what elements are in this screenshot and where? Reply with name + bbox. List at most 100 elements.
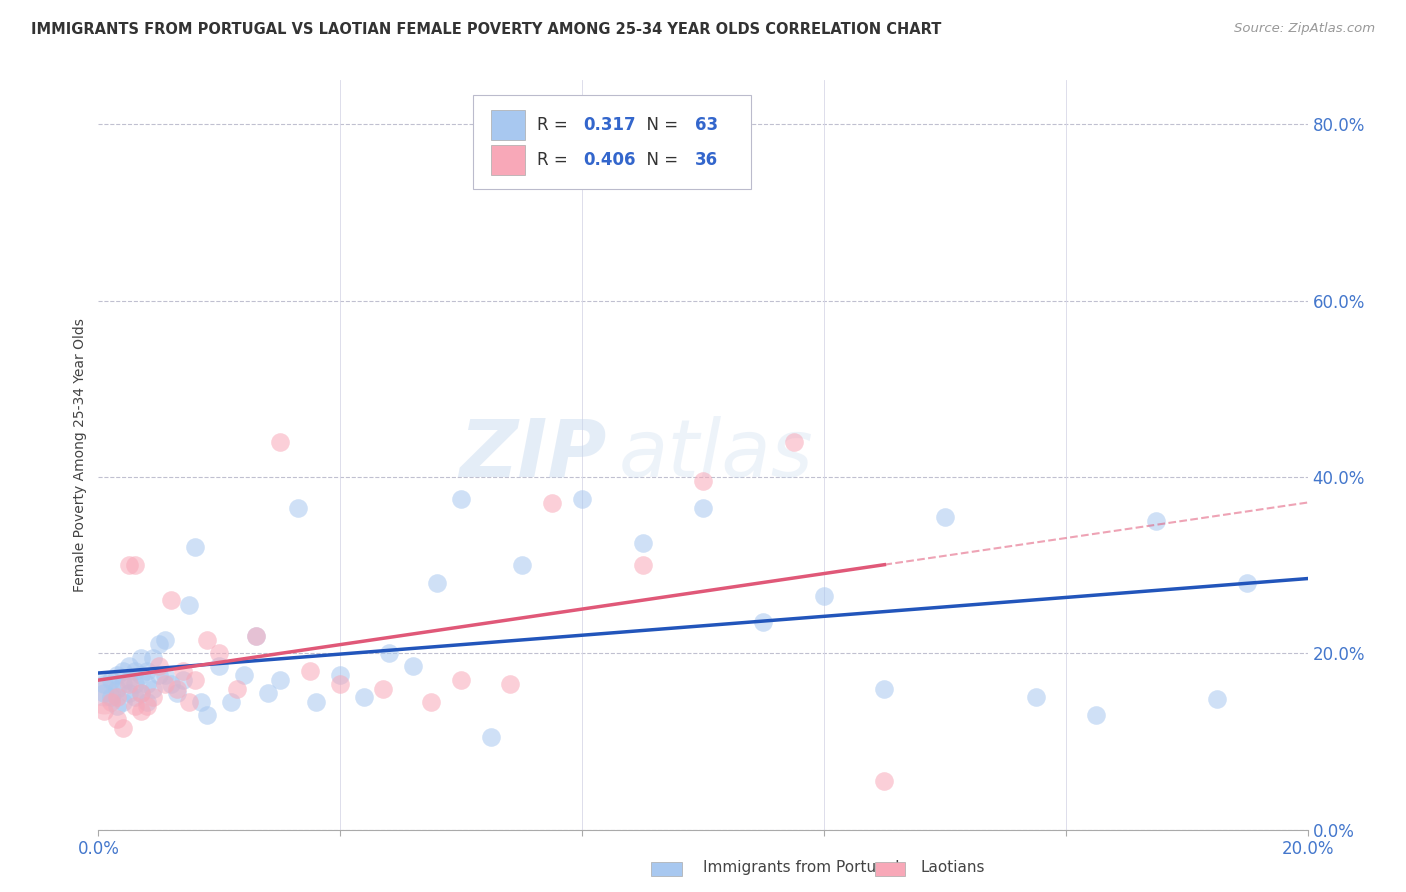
Point xyxy=(873,774,896,789)
Point xyxy=(93,704,115,718)
Point xyxy=(111,677,134,691)
Text: R =: R = xyxy=(537,152,574,169)
Point xyxy=(1236,575,1258,590)
Point xyxy=(179,598,201,612)
Point xyxy=(135,699,157,714)
FancyBboxPatch shape xyxy=(492,111,526,140)
Text: IMMIGRANTS FROM PORTUGAL VS LAOTIAN FEMALE POVERTY AMONG 25-34 YEAR OLDS CORRELA: IMMIGRANTS FROM PORTUGAL VS LAOTIAN FEMA… xyxy=(31,22,941,37)
Point xyxy=(450,673,472,687)
Point xyxy=(135,677,157,691)
Text: 0.406: 0.406 xyxy=(583,152,636,169)
Text: Laotians: Laotians xyxy=(921,860,986,874)
Point xyxy=(124,664,146,678)
Point xyxy=(287,500,309,515)
Point xyxy=(153,677,176,691)
Point xyxy=(129,650,152,665)
Point xyxy=(100,690,122,705)
Point xyxy=(124,690,146,705)
Y-axis label: Female Poverty Among 25-34 Year Olds: Female Poverty Among 25-34 Year Olds xyxy=(73,318,87,592)
Point xyxy=(129,704,152,718)
Point xyxy=(111,664,134,678)
Point xyxy=(172,664,194,678)
Point xyxy=(148,637,170,651)
Point xyxy=(166,686,188,700)
Point xyxy=(135,695,157,709)
Point xyxy=(142,681,165,696)
Text: 36: 36 xyxy=(695,152,717,169)
Point xyxy=(105,712,128,726)
Point xyxy=(118,686,141,700)
Point xyxy=(129,686,152,700)
Point xyxy=(481,730,503,744)
Point xyxy=(402,659,425,673)
Point xyxy=(450,491,472,506)
Point xyxy=(118,677,141,691)
Point xyxy=(160,677,183,691)
Point xyxy=(111,695,134,709)
Text: Immigrants from Portugal: Immigrants from Portugal xyxy=(703,860,900,874)
Point xyxy=(184,673,207,687)
Point xyxy=(299,664,322,678)
Point xyxy=(124,677,146,691)
Point xyxy=(105,690,128,705)
Point xyxy=(179,695,201,709)
Point xyxy=(934,509,956,524)
Point xyxy=(1206,692,1229,706)
Point xyxy=(100,695,122,709)
Point xyxy=(1085,708,1108,723)
Point xyxy=(221,695,243,709)
Point xyxy=(100,673,122,687)
Text: atlas: atlas xyxy=(619,416,813,494)
Point xyxy=(93,677,115,691)
Point xyxy=(692,475,714,489)
Point xyxy=(184,541,207,555)
Point xyxy=(269,434,291,449)
Point xyxy=(329,677,352,691)
Point xyxy=(1024,690,1046,705)
Point xyxy=(510,558,533,573)
Point xyxy=(377,646,399,660)
Point xyxy=(329,668,352,682)
Point xyxy=(129,668,152,682)
Point xyxy=(813,589,835,603)
Point xyxy=(142,690,165,705)
Point xyxy=(142,650,165,665)
Point xyxy=(540,496,562,510)
Point xyxy=(498,677,520,691)
Point xyxy=(93,686,115,700)
Point xyxy=(148,659,170,673)
Text: N =: N = xyxy=(637,152,683,169)
Point xyxy=(571,491,593,506)
Point xyxy=(118,558,141,573)
Point xyxy=(420,695,443,709)
FancyBboxPatch shape xyxy=(492,145,526,176)
Point xyxy=(111,721,134,735)
Point xyxy=(226,681,249,696)
Point xyxy=(135,664,157,678)
Text: N =: N = xyxy=(637,116,683,134)
Text: ZIP: ZIP xyxy=(458,416,606,494)
Point xyxy=(692,500,714,515)
Point xyxy=(153,633,176,648)
Point xyxy=(190,695,212,709)
Point xyxy=(245,629,267,643)
Point xyxy=(232,668,254,682)
Text: Source: ZipAtlas.com: Source: ZipAtlas.com xyxy=(1234,22,1375,36)
Point xyxy=(93,681,115,696)
Point xyxy=(148,668,170,682)
Point xyxy=(172,673,194,687)
Point xyxy=(208,659,231,673)
Point xyxy=(124,699,146,714)
Point xyxy=(195,633,218,648)
Point xyxy=(129,686,152,700)
Point xyxy=(371,681,394,696)
FancyBboxPatch shape xyxy=(474,95,751,189)
Point xyxy=(105,681,128,696)
Point xyxy=(195,708,218,723)
Point xyxy=(93,690,115,705)
Point xyxy=(208,646,231,660)
Point xyxy=(426,575,449,590)
Text: R =: R = xyxy=(537,116,574,134)
Point xyxy=(269,673,291,687)
Point xyxy=(752,615,775,630)
